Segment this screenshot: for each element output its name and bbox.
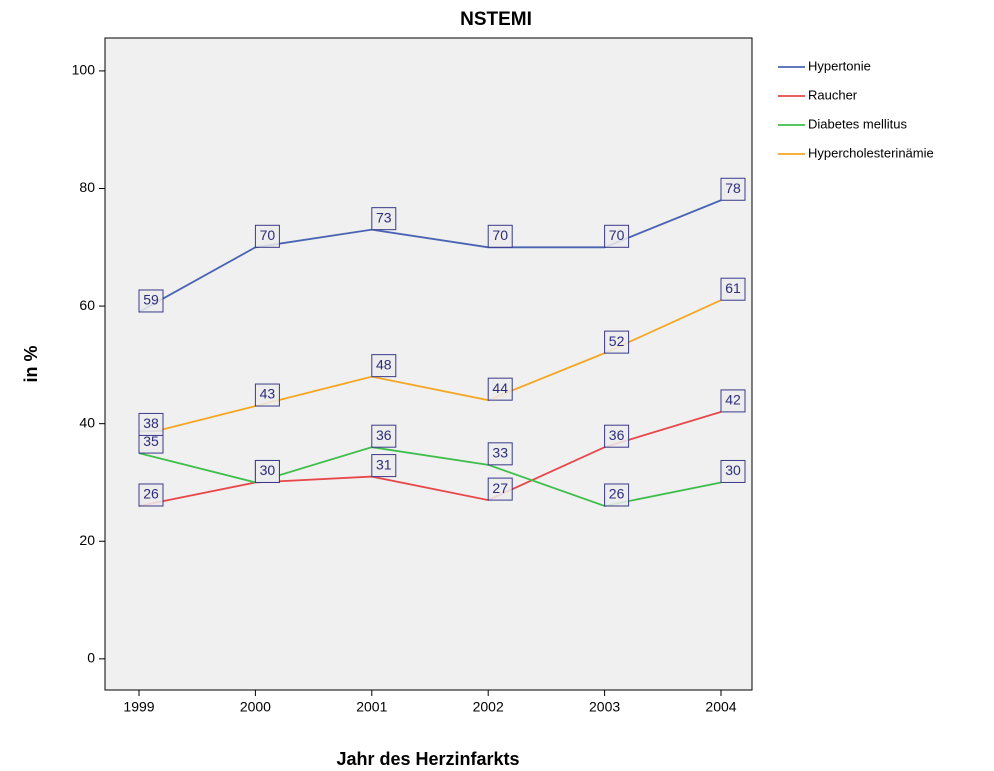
- x-axis-label: Jahr des Herzinfarkts: [336, 749, 519, 769]
- value-label-box: [604, 483, 630, 507]
- value-label: 73: [376, 209, 392, 225]
- value-label-box: [604, 424, 630, 448]
- value-label: 38: [143, 415, 159, 431]
- value-label: 70: [260, 227, 276, 243]
- value-label-box: [254, 459, 280, 483]
- value-label-box: [720, 277, 746, 301]
- y-tick-label: 60: [79, 297, 95, 313]
- legend-label: Hypercholesterinämie: [808, 145, 934, 160]
- x-tick-label: 2002: [473, 699, 504, 715]
- value-label: 26: [609, 486, 625, 502]
- y-axis-label: in %: [21, 345, 41, 382]
- plot-area: [104, 37, 753, 691]
- value-label-box: [371, 354, 397, 378]
- value-label: 52: [609, 333, 625, 349]
- y-tick-label: 40: [79, 414, 95, 430]
- legend-label: Hypertonie: [808, 58, 871, 73]
- value-label: 27: [492, 480, 508, 496]
- value-label: 70: [609, 227, 625, 243]
- value-label-box: [487, 224, 513, 248]
- value-label-box: [371, 207, 397, 231]
- legend-label: Raucher: [808, 87, 858, 102]
- value-label-box: [604, 330, 630, 354]
- x-tick-label: 2003: [589, 699, 620, 715]
- value-label: 59: [143, 292, 159, 308]
- x-tick-label: 2004: [705, 699, 736, 715]
- value-label: 70: [492, 227, 508, 243]
- value-label: 36: [609, 427, 625, 443]
- value-label: 78: [725, 180, 741, 196]
- value-label-box: [371, 424, 397, 448]
- x-tick-label: 2000: [240, 699, 271, 715]
- value-label: 44: [492, 380, 508, 396]
- value-label-box: [371, 454, 397, 478]
- value-label: 26: [143, 486, 159, 502]
- legend-label: Diabetes mellitus: [808, 116, 907, 131]
- value-label: 30: [260, 462, 276, 478]
- x-tick-label: 2001: [356, 699, 387, 715]
- value-label-box: [720, 389, 746, 413]
- value-label-box: [487, 477, 513, 501]
- value-label-box: [487, 442, 513, 466]
- y-tick-label: 20: [79, 532, 95, 548]
- value-label: 36: [376, 427, 392, 443]
- value-label: 33: [492, 445, 508, 461]
- value-label-box: [254, 224, 280, 248]
- value-label-box: [138, 483, 164, 507]
- value-label-box: [487, 377, 513, 401]
- y-tick-label: 80: [79, 179, 95, 195]
- value-label: 61: [725, 280, 741, 296]
- value-label-box: [138, 289, 164, 313]
- x-tick-label: 1999: [123, 699, 154, 715]
- value-label: 31: [376, 456, 392, 472]
- value-label-box: [720, 177, 746, 201]
- value-label: 35: [143, 433, 159, 449]
- value-label: 42: [725, 392, 741, 408]
- chart-title: NSTEMI: [460, 9, 532, 30]
- y-tick-label: 100: [72, 62, 96, 78]
- value-label-box: [720, 459, 746, 483]
- value-label-box: [254, 383, 280, 407]
- value-label: 43: [260, 386, 276, 402]
- value-label: 30: [725, 462, 741, 478]
- value-label-box: [604, 224, 630, 248]
- value-label: 48: [376, 356, 392, 372]
- y-tick-label: 0: [87, 650, 95, 666]
- value-label-box: [138, 412, 164, 436]
